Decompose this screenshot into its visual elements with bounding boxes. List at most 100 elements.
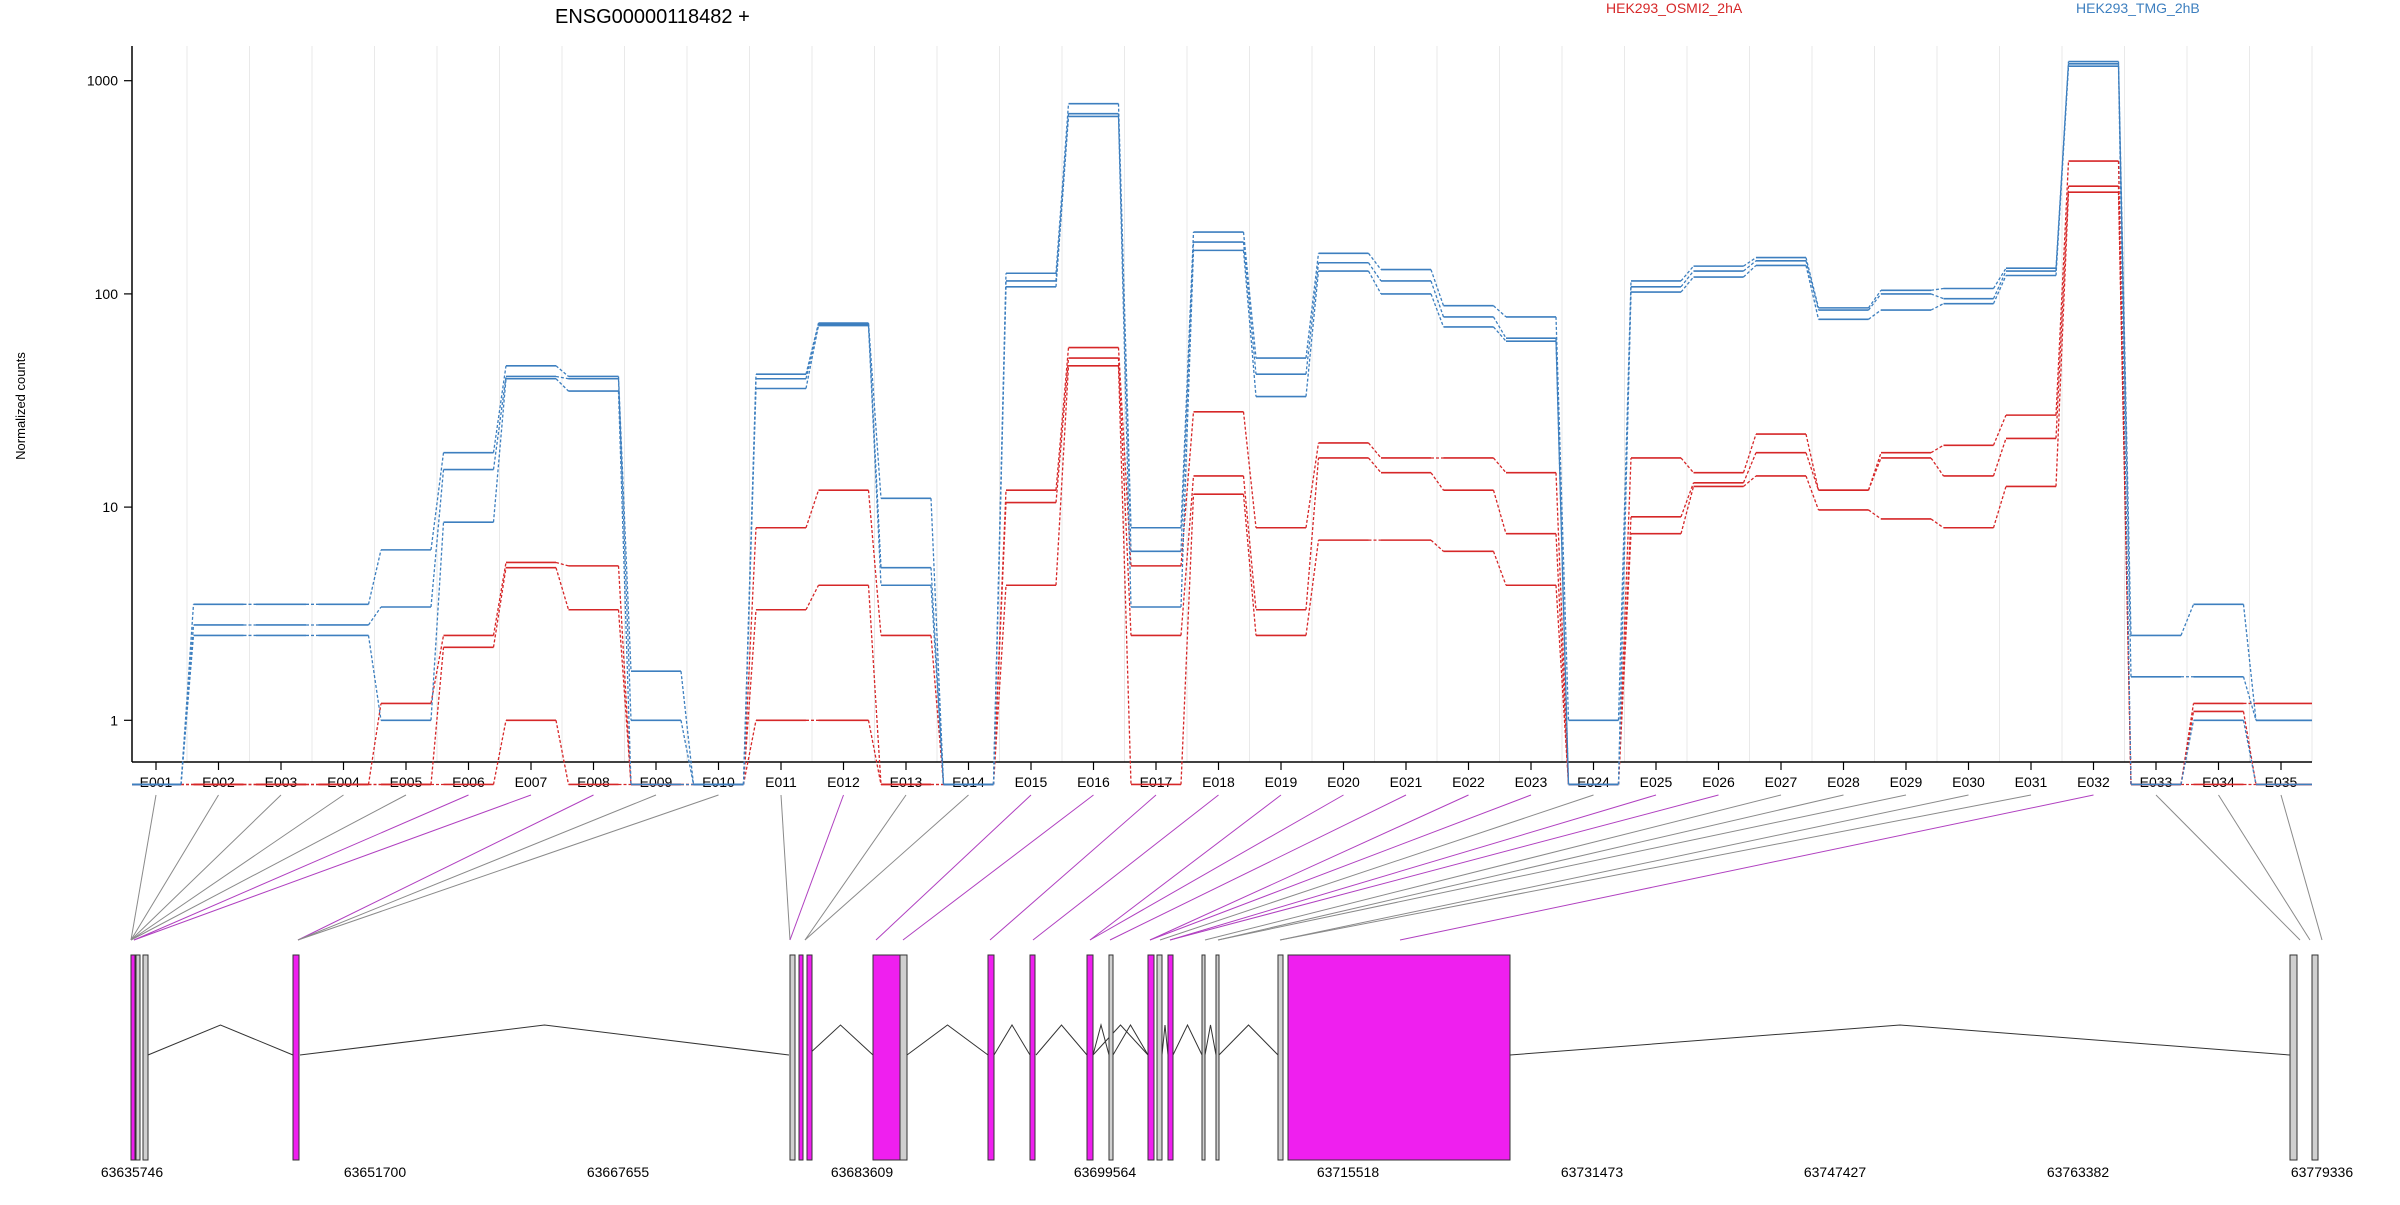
bin-connector	[1149, 794, 1532, 941]
data-connector	[867, 322, 882, 499]
data-connector	[1367, 252, 1382, 271]
x-tick-label: E026	[1702, 774, 1735, 790]
x-tick-label: E033	[2140, 774, 2173, 790]
series-HEK293_TMG_2hB-4	[132, 63, 2312, 786]
data-connector	[742, 609, 757, 785]
x-tick-label: E004	[327, 774, 360, 790]
data-connector	[2055, 160, 2070, 416]
gene-model	[130, 954, 2319, 1161]
data-connector	[1680, 486, 1695, 534]
data-connector	[1117, 116, 1132, 608]
data-connector	[1180, 475, 1195, 636]
data-connector	[805, 325, 820, 389]
data-connector	[1805, 475, 1820, 511]
data-connector	[1242, 250, 1257, 397]
data-connector	[1305, 540, 1320, 636]
x-tick-label: E020	[1327, 774, 1360, 790]
bin-connector	[1279, 794, 1969, 941]
genomic-coordinates: 63635746 63651700 63667655 63683609 63699564…	[101, 1164, 2354, 1180]
data-connector	[1742, 452, 1757, 484]
x-tick-label: E015	[1015, 774, 1048, 790]
axes-layer	[131, 46, 2312, 763]
intron-line	[299, 1024, 790, 1056]
bin-connector	[780, 794, 791, 941]
data-connector	[1055, 113, 1070, 282]
grid-layer	[186, 46, 2313, 762]
x-tick-label: E023	[1515, 774, 1548, 790]
data-connector	[1992, 275, 2007, 304]
data-connector	[742, 720, 757, 785]
data-connector	[680, 720, 695, 785]
data-connector	[1617, 457, 1632, 785]
coordinate-label: 63651700	[344, 1164, 407, 1180]
x-tick-label: E001	[140, 774, 173, 790]
data-connector	[1055, 365, 1070, 586]
data-connector	[742, 527, 757, 785]
exon-block	[1029, 954, 1036, 1161]
data-connector	[1493, 305, 1507, 318]
data-connector	[1430, 280, 1445, 318]
exon-block	[899, 954, 908, 1161]
bin-connector	[789, 794, 844, 941]
data-connector	[555, 561, 569, 567]
bin-connector	[133, 794, 532, 941]
data-connector	[1743, 260, 1757, 272]
intron-line	[1112, 1024, 1149, 1056]
exon-block	[1147, 954, 1155, 1161]
exon-block	[1201, 954, 1206, 1161]
data-connector	[2180, 703, 2195, 785]
y-tick-label: 1000	[87, 73, 118, 89]
data-connector	[617, 565, 632, 785]
data-connector	[1055, 103, 1070, 274]
data-connector	[430, 452, 445, 550]
data-connector	[1555, 585, 1570, 785]
data-connector	[2117, 63, 2132, 677]
data-connector	[1680, 270, 1695, 288]
bin-connector	[130, 794, 344, 941]
x-tick-label: E024	[1577, 774, 1610, 790]
data-connector	[1867, 293, 1882, 311]
data-connector	[1992, 267, 2007, 289]
x-tick-label: E014	[952, 774, 985, 790]
chart-title: ENSG00000118482 +	[555, 6, 750, 28]
data-connector	[2242, 676, 2257, 721]
bin-connector	[902, 794, 1094, 941]
data-connector	[1492, 490, 1507, 534]
exon-block	[789, 954, 796, 1161]
bin-connector	[2218, 794, 2311, 941]
data-connector	[617, 378, 632, 721]
data-connector	[2055, 186, 2070, 439]
data-connector	[992, 585, 1007, 785]
x-tick-label: E022	[1452, 774, 1485, 790]
bin-connector	[1032, 794, 1219, 941]
bin-connector	[1109, 794, 1407, 941]
data-connector	[805, 584, 820, 611]
exon-block	[806, 954, 813, 1161]
intron-line	[1218, 1024, 1279, 1056]
bin-connector	[1204, 794, 1782, 941]
exon-block	[1287, 954, 1511, 1161]
data-connector	[1742, 433, 1757, 473]
data-connector	[1743, 475, 1757, 487]
coordinate-label: 63731473	[1561, 1164, 1624, 1180]
exon-block	[2311, 954, 2319, 1161]
exon-block	[1215, 954, 1220, 1161]
data-connector	[867, 585, 882, 785]
data-connector	[1617, 533, 1632, 785]
data-connector	[1180, 250, 1195, 608]
x-tick-label: E029	[1890, 774, 1923, 790]
data-connector	[680, 671, 695, 785]
data-connector	[867, 325, 882, 586]
bin-connector	[2280, 794, 2323, 941]
coordinate-label: 63715518	[1317, 1164, 1380, 1180]
bin-connector	[297, 794, 719, 941]
data-connector	[1368, 457, 1382, 474]
data-connector	[1930, 303, 1944, 311]
intron-line	[807, 1024, 874, 1056]
x-tick-label: E009	[640, 774, 673, 790]
data-connector	[367, 635, 382, 721]
x-tick-label: E005	[390, 774, 423, 790]
data-connector	[1555, 316, 1570, 721]
y-axis-label: Normalized counts	[13, 352, 28, 460]
